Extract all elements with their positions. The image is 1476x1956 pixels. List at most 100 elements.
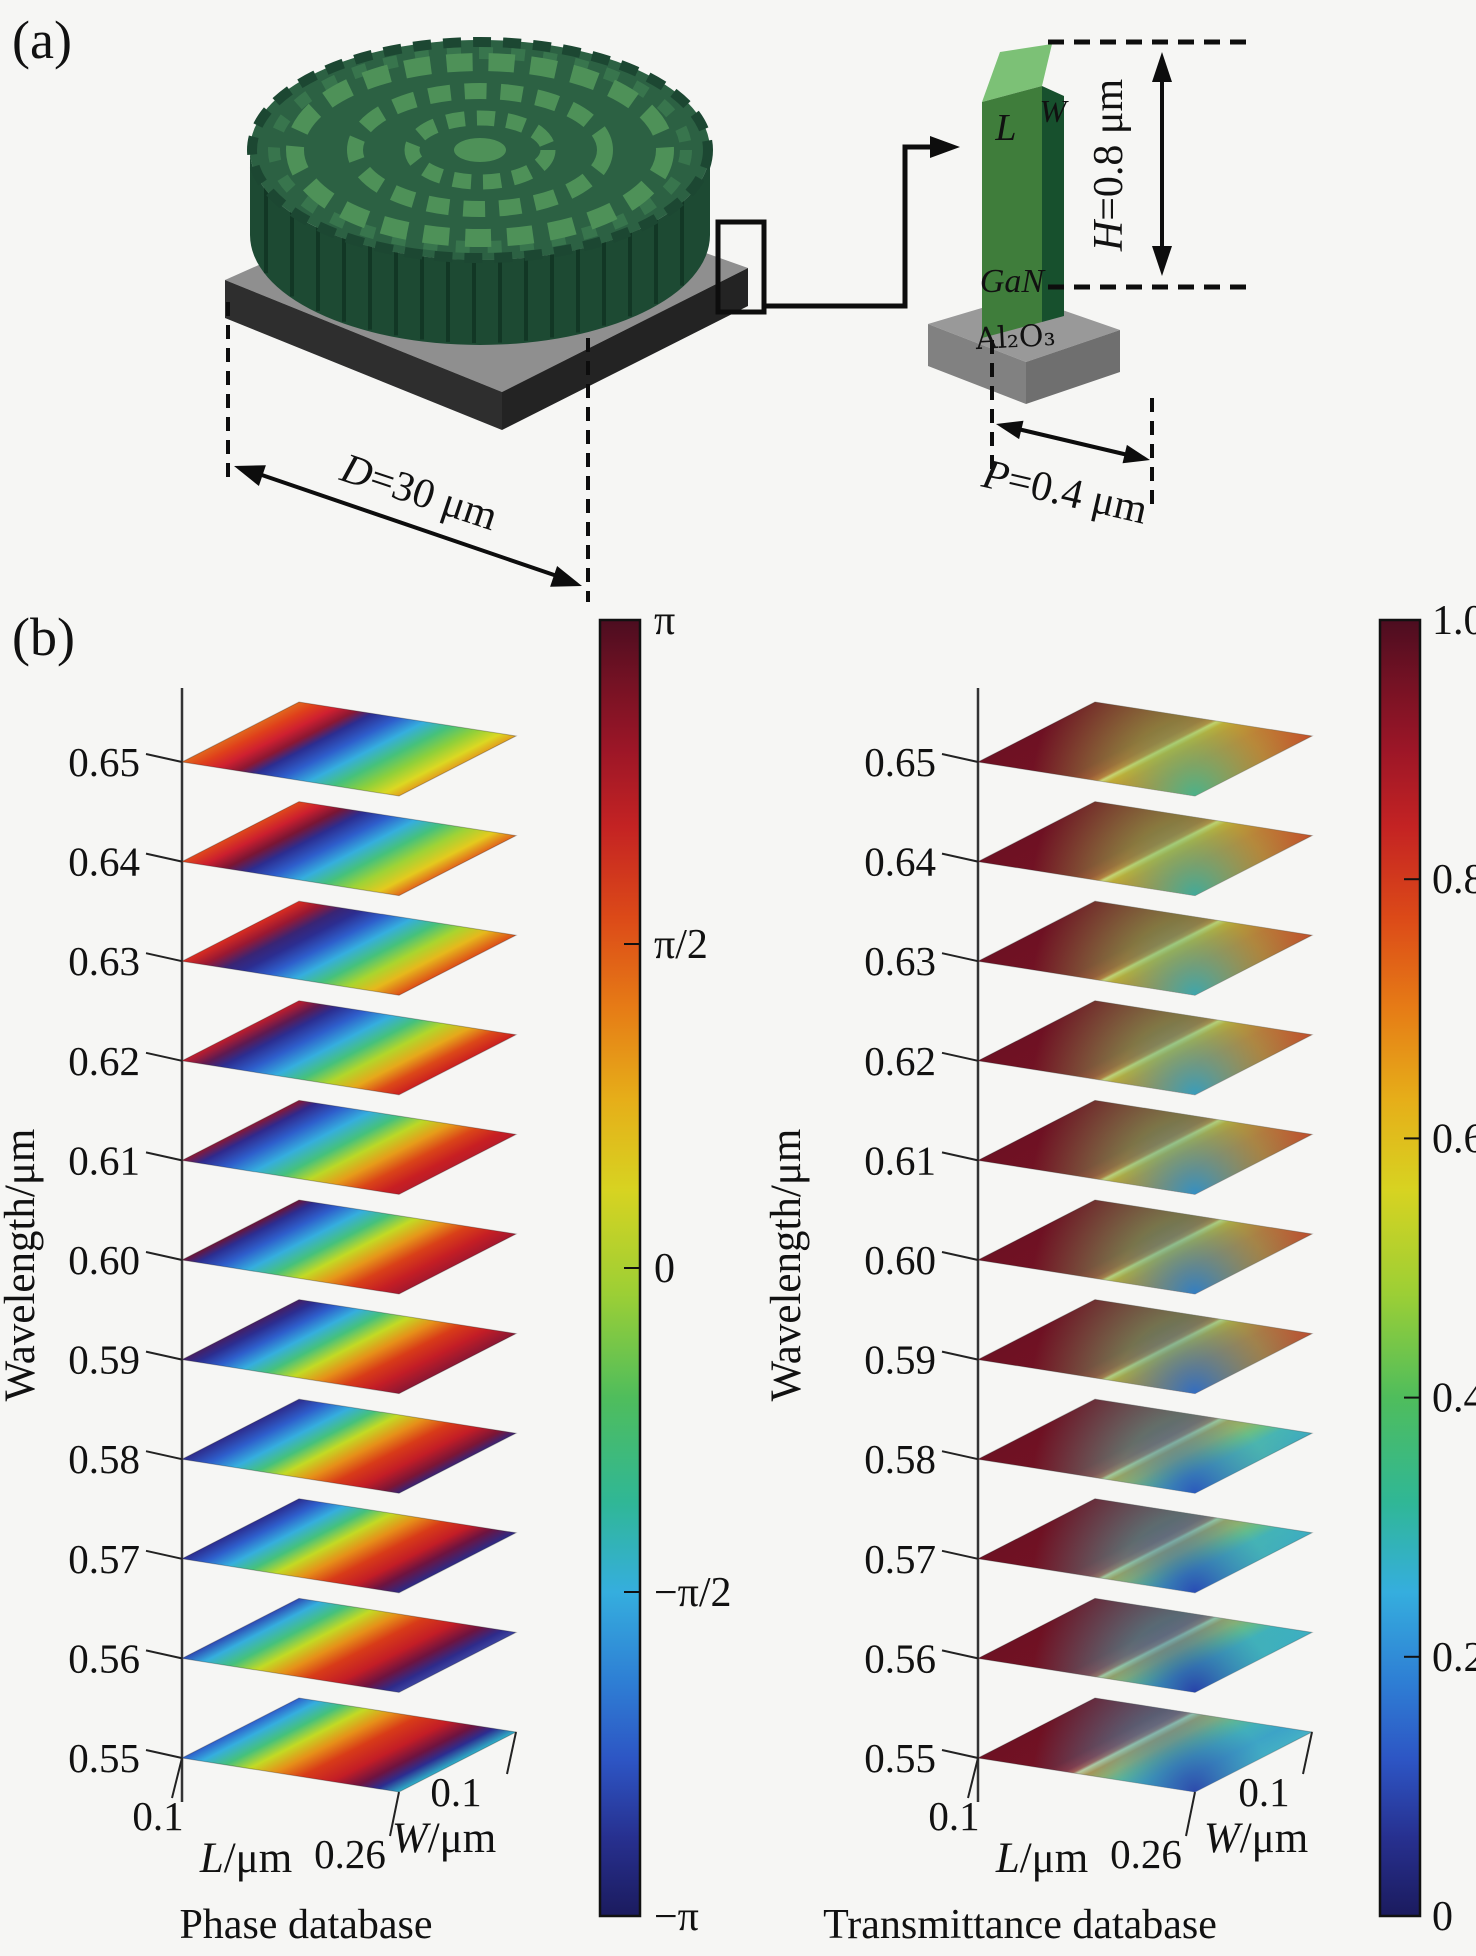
transmittance-slice-overlay-0.55 [978, 1698, 1312, 1792]
phase-slice-0.60 [180, 1199, 518, 1295]
transmittance-wavelength-tick [941, 1251, 979, 1261]
transmittance-wavelength-tick [941, 1649, 979, 1660]
phase-l-max-tick [389, 1791, 400, 1837]
d-dim-arrow-line [255, 471, 561, 579]
phase-l-axis-label: L/μm [199, 1835, 292, 1882]
phase-wavelength-tick [145, 1749, 183, 1759]
phase-slice-0.61 [180, 1099, 518, 1195]
transmittance-y-axis-label: Wavelength/μm [763, 1129, 810, 1402]
transmittance-slice-overlay-0.58 [978, 1399, 1312, 1494]
phase-y-axis-label: Wavelength/μm [0, 1129, 44, 1402]
phase-wavelength-tick [145, 1350, 183, 1361]
transmittance-wavelength-tick-label: 0.58 [864, 1436, 936, 1482]
transmittance-slice-overlay-0.60 [978, 1200, 1312, 1294]
transmittance-w-min-label: 0.1 [1238, 1769, 1289, 1815]
h-dim-arrowhead-up-icon [1152, 52, 1172, 82]
phase-wavelength-tick [145, 1450, 183, 1461]
transmittance-l-axis-label: L/μm [995, 1835, 1088, 1882]
transmittance-wavelength-tick [941, 1450, 979, 1461]
pillar-ring-center [454, 138, 506, 162]
phase-slice-0.58 [180, 1398, 518, 1494]
panel-a-label: (a) [12, 10, 72, 70]
transmittance-l-min-label: 0.1 [928, 1793, 979, 1839]
phase-wavelength-tick [145, 852, 183, 863]
phase-w-min-tick [506, 1731, 517, 1775]
transmittance-wavelength-tick-label: 0.55 [864, 1735, 936, 1781]
phase-wavelength-tick [145, 1649, 183, 1660]
p-dim-arrow-line [1017, 427, 1129, 457]
phase-l-max-label: 0.26 [314, 1831, 386, 1877]
pillar-ring-rim [247, 37, 713, 263]
transmittance-wavelength-tick-label: 0.59 [864, 1337, 936, 1383]
substrate-front-left-face [928, 324, 1026, 404]
transmittance-l-min-tick [967, 1757, 979, 1799]
plate-front-left-face [225, 280, 502, 430]
pillar-ring-1 [286, 53, 674, 247]
pointer-arrowhead-icon [930, 136, 960, 158]
phase-colorbar-tick-label: π/2 [654, 922, 708, 968]
phase-wavelength-tick [145, 1151, 183, 1162]
transmittance-colorbar-tick-label: 0.4 [1432, 1376, 1476, 1422]
transmittance-wavelength-tick-label: 0.61 [864, 1137, 936, 1183]
transmittance-wavelength-tick [941, 1549, 979, 1560]
phase-wavelength-tick [145, 1051, 183, 1062]
transmittance-wavelength-tick [941, 852, 979, 863]
pillar-forest-striations [264, 184, 684, 343]
pillar-forest-wall [250, 150, 710, 345]
pillar-material-label: GaN [980, 263, 1047, 300]
phase-slice-0.65 [180, 701, 518, 797]
h-dim-label: H=0.8 μm [1086, 79, 1132, 253]
pillar-right-face [1042, 86, 1064, 322]
transmittance-slice-overlay-0.64 [978, 801, 1312, 896]
panel-b: (b) 0.650.640.630.620.610.600.590.580.57… [0, 598, 1476, 1948]
transmittance-slice-overlay-0.57 [978, 1498, 1312, 1593]
phase-w-min-label: 0.1 [430, 1769, 481, 1815]
transmittance-w-axis-label: W/μm [1204, 1815, 1308, 1862]
transmittance-colorbar-tick-label: 0.2 [1432, 1635, 1476, 1681]
transmittance-slice-overlay-0.56 [978, 1598, 1312, 1693]
phase-wavelength-tick [145, 1251, 183, 1261]
transmittance-colorbar-tick-label: 0 [1432, 1894, 1453, 1940]
transmittance-slice-overlay-0.59 [978, 1299, 1312, 1394]
phase-caption: Phase database [179, 1902, 432, 1948]
pillar-top-face [982, 44, 1052, 102]
transmittance-wavelength-tick [941, 1749, 979, 1759]
pillar-front-face [982, 86, 1042, 338]
phase-wavelength-tick [145, 952, 183, 963]
pillar-ring-2 [347, 83, 613, 217]
phase-wavelength-tick-label: 0.63 [68, 938, 140, 984]
d-dim-label: D=30 μm [334, 445, 503, 540]
pointer-elbow-line [764, 144, 934, 309]
transmittance-caption: Transmittance database [823, 1902, 1217, 1948]
panel-b-label: (b) [12, 607, 75, 667]
pillar-width-label: W [1040, 93, 1070, 129]
phase-wavelength-tick-label: 0.57 [68, 1536, 140, 1582]
phase-w-axis-label: W/μm [392, 1815, 496, 1862]
phase-colorbar-tick-label: 0 [654, 1246, 675, 1292]
substrate-front-right-face [1026, 330, 1120, 404]
h-dim-arrowhead-down-icon [1152, 246, 1172, 276]
transmittance-wavelength-tick [941, 1051, 979, 1062]
transmittance-wavelength-tick [941, 1151, 979, 1162]
substrate-top-face [928, 296, 1120, 362]
phase-wavelength-tick-label: 0.61 [68, 1137, 140, 1183]
pillar-ring-outer2 [268, 47, 692, 253]
transmittance-slice-overlay-0.62 [978, 1000, 1312, 1095]
transmittance-wavelength-tick [941, 1350, 979, 1361]
p-dim-label: P=0.4 μm [977, 451, 1152, 534]
phase-wavelength-tick [145, 753, 183, 763]
transmittance-wavelength-tick-label: 0.56 [864, 1635, 936, 1681]
phase-slice-0.57 [180, 1498, 518, 1594]
phase-panel: 0.65 0.64 0.63 0.62 0.61 0.60 0.59 0.58 0.57 0.56… [0, 598, 732, 1948]
p-dim-arrowhead-right-icon [1122, 444, 1150, 464]
phase-l-min-tick [171, 1757, 183, 1799]
transmittance-wavelength-tick [941, 753, 979, 763]
transmittance-colorbar-tick-label: 0.6 [1432, 1116, 1476, 1162]
transmittance-colorbar [1378, 618, 1422, 1918]
transmittance-slice-overlay-0.65 [978, 702, 1312, 796]
phase-wavelength-tick-label: 0.56 [68, 1635, 140, 1681]
transmittance-colorbar-tick-label: 0.8 [1432, 857, 1476, 903]
phase-wavelength-tick-label: 0.65 [68, 739, 140, 785]
